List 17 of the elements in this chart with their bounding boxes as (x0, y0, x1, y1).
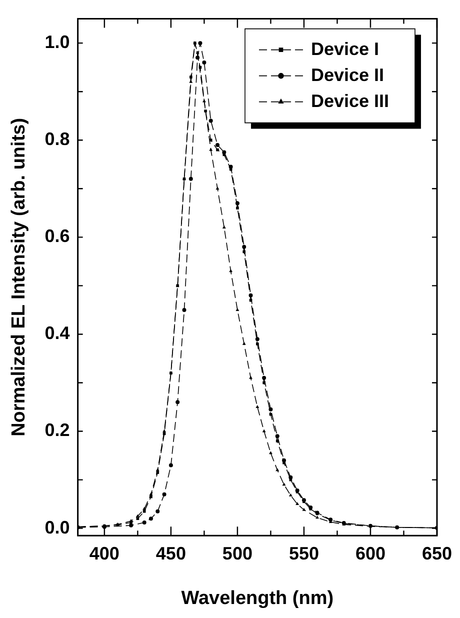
y-tick-label: 0.2 (44, 420, 70, 440)
x-tick-label: 400 (89, 543, 120, 564)
legend-label: Device II (310, 64, 384, 85)
x-tick-label: 550 (288, 543, 319, 564)
x-tick-label: 500 (222, 543, 252, 564)
x-tick-label: 450 (156, 543, 186, 564)
y-axis-title: Normalized EL Intensity (arb. units) (8, 118, 30, 436)
x-axis-title: Wavelength (nm) (181, 588, 334, 609)
y-tick-label: 0.8 (44, 129, 70, 150)
legend-label: Device III (310, 90, 390, 111)
y-tick-label: 0.0 (44, 517, 70, 538)
y-tick-label: 0.6 (44, 226, 70, 246)
y-tick-label: 0.4 (44, 323, 70, 344)
y-tick-label: 1.0 (44, 32, 70, 52)
x-tick-label: 600 (355, 543, 386, 564)
x-tick-label: 650 (422, 543, 452, 564)
legend-label: Device I (310, 38, 380, 59)
